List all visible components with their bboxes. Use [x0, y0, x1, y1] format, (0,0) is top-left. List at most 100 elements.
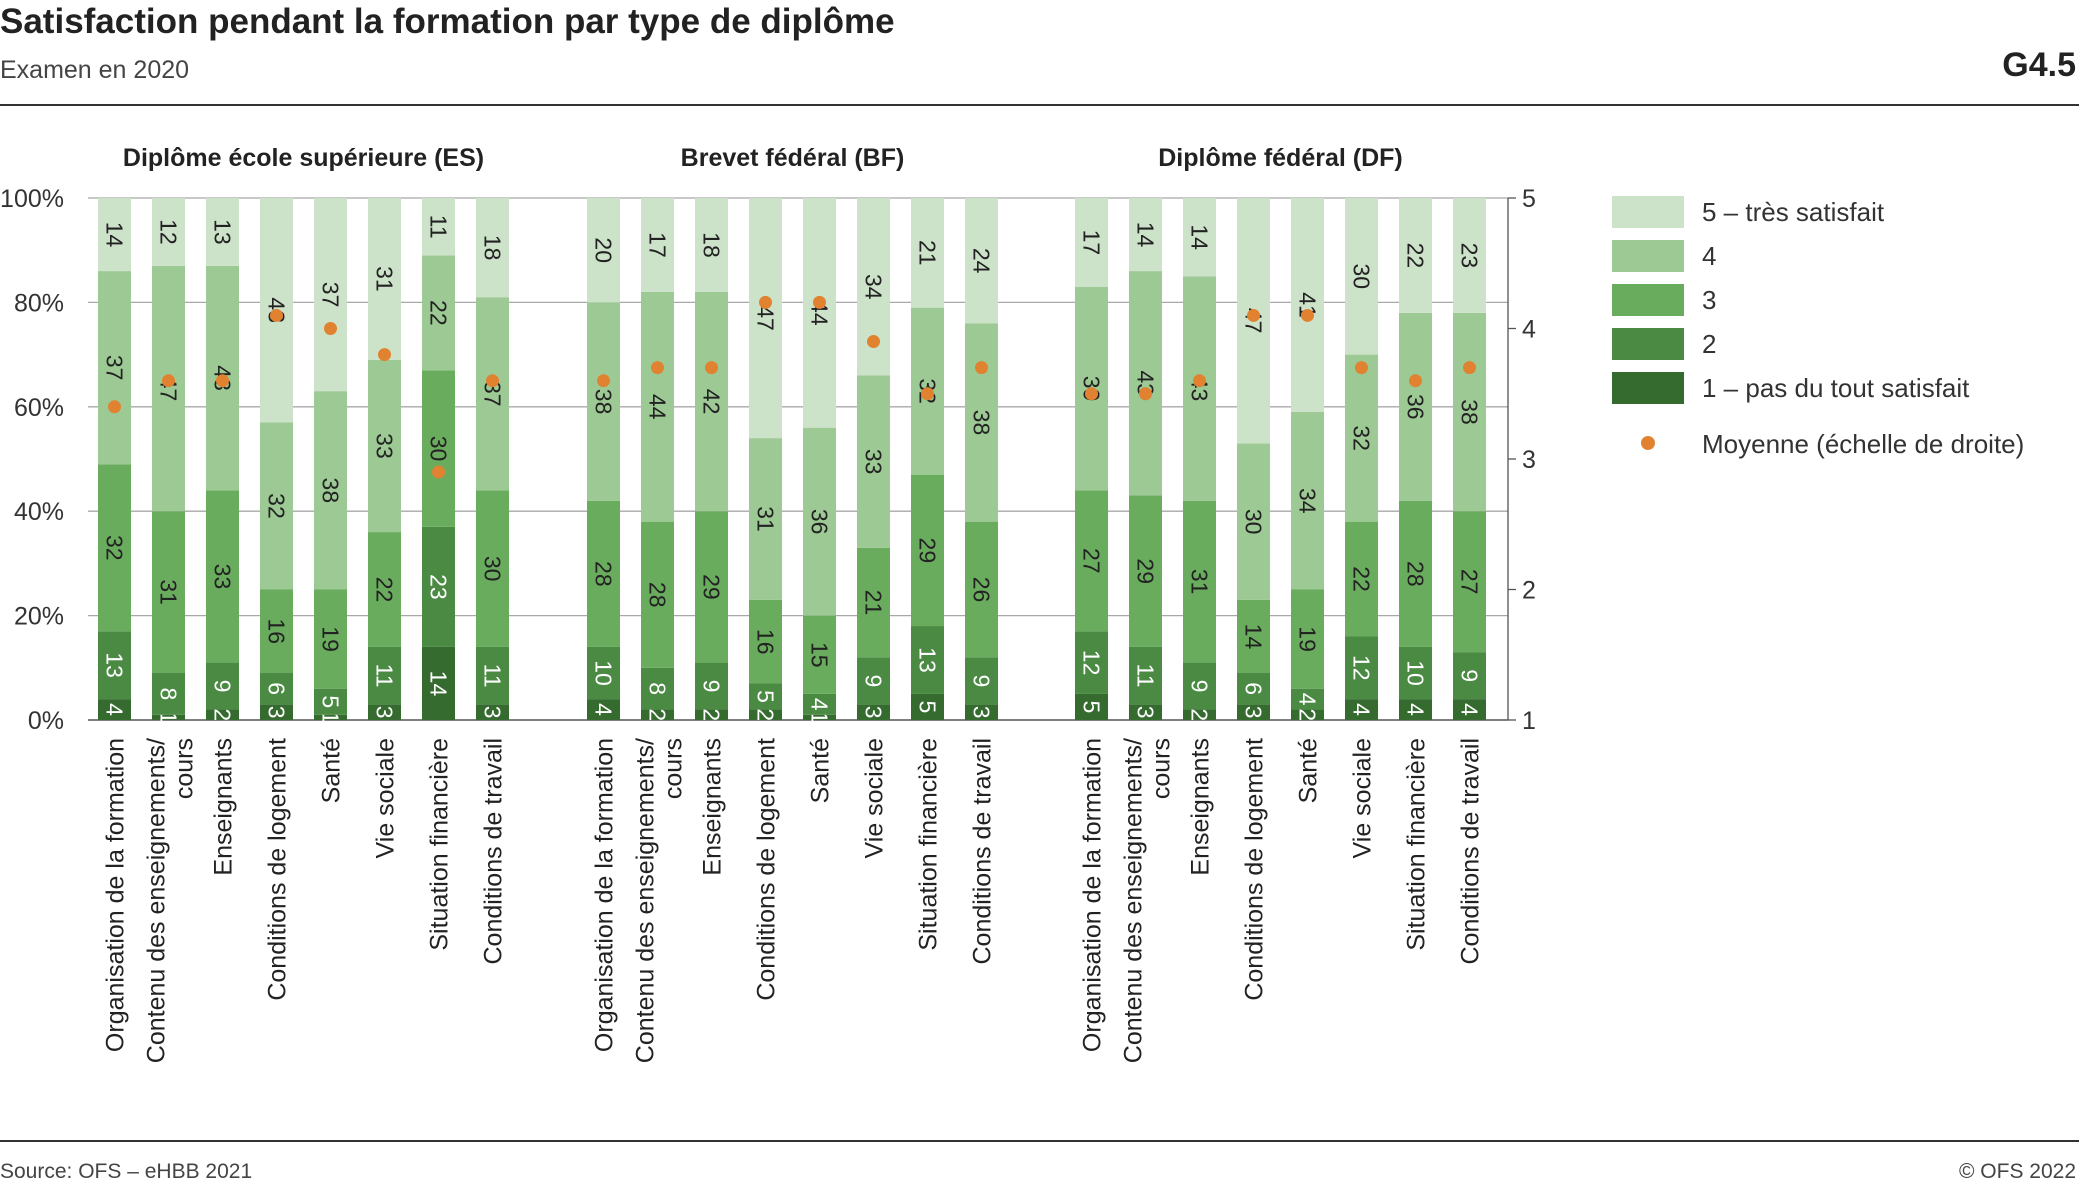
bar-segment: [1075, 490, 1108, 632]
data-label: 12: [1349, 655, 1375, 681]
data-label: 15: [807, 642, 833, 668]
bar-segment: [803, 693, 836, 715]
data-label: 29: [915, 538, 941, 564]
bar-segment: [1237, 704, 1270, 720]
data-label: 44: [645, 394, 671, 420]
bar-segment: [1075, 631, 1108, 694]
x-tick-label: Organisation de la formation: [1079, 738, 1107, 1052]
bar-segment: [911, 198, 944, 308]
data-label: 38: [969, 410, 995, 436]
mean-dot: [705, 361, 718, 375]
data-label: 4: [807, 698, 833, 711]
bar-segment: [422, 198, 455, 256]
data-label: 38: [1457, 399, 1483, 425]
x-tick-label: Conditions de travail: [1457, 738, 1485, 965]
data-label: 11: [480, 664, 506, 688]
bar-segment: [1129, 198, 1162, 272]
bar-segment: [695, 291, 728, 512]
bar-segment: [314, 391, 347, 590]
data-label: 9: [210, 680, 236, 693]
data-label: 28: [645, 582, 671, 608]
legend-label-5: 5 – très satisfait: [1702, 197, 1885, 227]
mean-dot: [216, 374, 229, 388]
chart-subtitle: Examen en 2020: [0, 56, 190, 84]
data-label: 34: [861, 274, 887, 300]
bar-segment: [1345, 521, 1378, 637]
bar-segment: [641, 291, 674, 522]
bar-segment: [98, 271, 131, 465]
bar-segment: [368, 704, 401, 720]
data-label: 22: [372, 577, 398, 603]
data-label: 38: [318, 478, 344, 504]
data-label: 9: [699, 680, 725, 693]
data-label: 8: [156, 688, 182, 701]
bar-segment: [1291, 412, 1324, 590]
x-tick-label: Vie sociale: [372, 738, 400, 858]
data-label: 22: [1349, 566, 1375, 592]
bar-segment: [803, 198, 836, 428]
chart-title: Satisfaction pendant la formation par ty…: [0, 2, 895, 41]
bar-segment: [422, 370, 455, 527]
data-label: 42: [699, 389, 725, 415]
data-label: 37: [318, 282, 344, 308]
legend-item-5: 5 – très satisfait: [1612, 196, 2072, 228]
data-label: 30: [1241, 509, 1267, 535]
data-label: 19: [1295, 626, 1321, 652]
group-title: Diplôme école supérieure (ES): [123, 144, 484, 172]
data-label: 4: [102, 703, 128, 716]
bar-segment: [695, 662, 728, 710]
data-label: 31: [1187, 569, 1213, 595]
x-tick-label: Conditions de logement: [753, 738, 781, 1001]
bar-segment: [695, 198, 728, 292]
bar-segment: [1183, 662, 1216, 710]
data-label: 4: [1295, 693, 1321, 706]
data-label: 2: [210, 708, 236, 721]
bar-segment: [152, 511, 185, 674]
y-tick-label-left: 100%: [0, 185, 64, 213]
bar-segment: [695, 511, 728, 663]
bar-segment: [857, 704, 890, 720]
data-label: 14: [1133, 222, 1159, 248]
mean-dot: [651, 361, 664, 375]
legend-label-3: 3: [1702, 285, 1717, 315]
data-label: 11: [1133, 664, 1159, 688]
bar-segment: [1075, 693, 1108, 720]
data-label: 27: [1457, 569, 1483, 595]
top-rule: [0, 104, 2079, 106]
legend-swatch-2: [1612, 328, 1684, 360]
data-label: 3: [264, 706, 290, 719]
data-label: 3: [969, 706, 995, 719]
bar-segment: [206, 709, 239, 720]
x-tick-label: Enseignants: [210, 738, 238, 876]
data-label: 28: [591, 561, 617, 587]
data-label: 21: [861, 590, 887, 616]
legend-label-2: 2: [1702, 329, 1717, 359]
bar-segment: [1291, 198, 1324, 413]
legend-label-mean: Moyenne (échelle de droite): [1702, 429, 2025, 459]
bar-segment: [368, 359, 401, 533]
data-label: 4: [1457, 703, 1483, 716]
legend-swatch-1: [1612, 372, 1684, 404]
x-tick-label: Situation financière: [426, 738, 454, 951]
legend-swatch-5: [1612, 196, 1684, 228]
mean-dot: [1301, 308, 1314, 322]
data-label: 17: [645, 232, 671, 258]
bar-segment: [1291, 709, 1324, 720]
data-label: 12: [156, 219, 182, 245]
data-label: 14: [1241, 624, 1267, 650]
data-label: 31: [372, 266, 398, 292]
data-label: 10: [591, 660, 617, 686]
x-tick-label-line: cours: [1148, 738, 1176, 799]
data-label: 19: [318, 626, 344, 652]
bar-segment: [641, 667, 674, 710]
bar-segment: [587, 646, 620, 700]
data-label: 3: [1241, 706, 1267, 719]
data-label: 13: [915, 647, 941, 673]
y-tick-label-right: 5: [1522, 185, 1536, 213]
x-tick-label: Conditions de logement: [1241, 738, 1269, 1001]
bar-segment: [1183, 276, 1216, 501]
bar-segment: [368, 198, 401, 360]
x-tick-label: Situation financière: [915, 738, 943, 951]
data-label: 30: [1349, 264, 1375, 290]
data-label: 5: [753, 690, 779, 703]
